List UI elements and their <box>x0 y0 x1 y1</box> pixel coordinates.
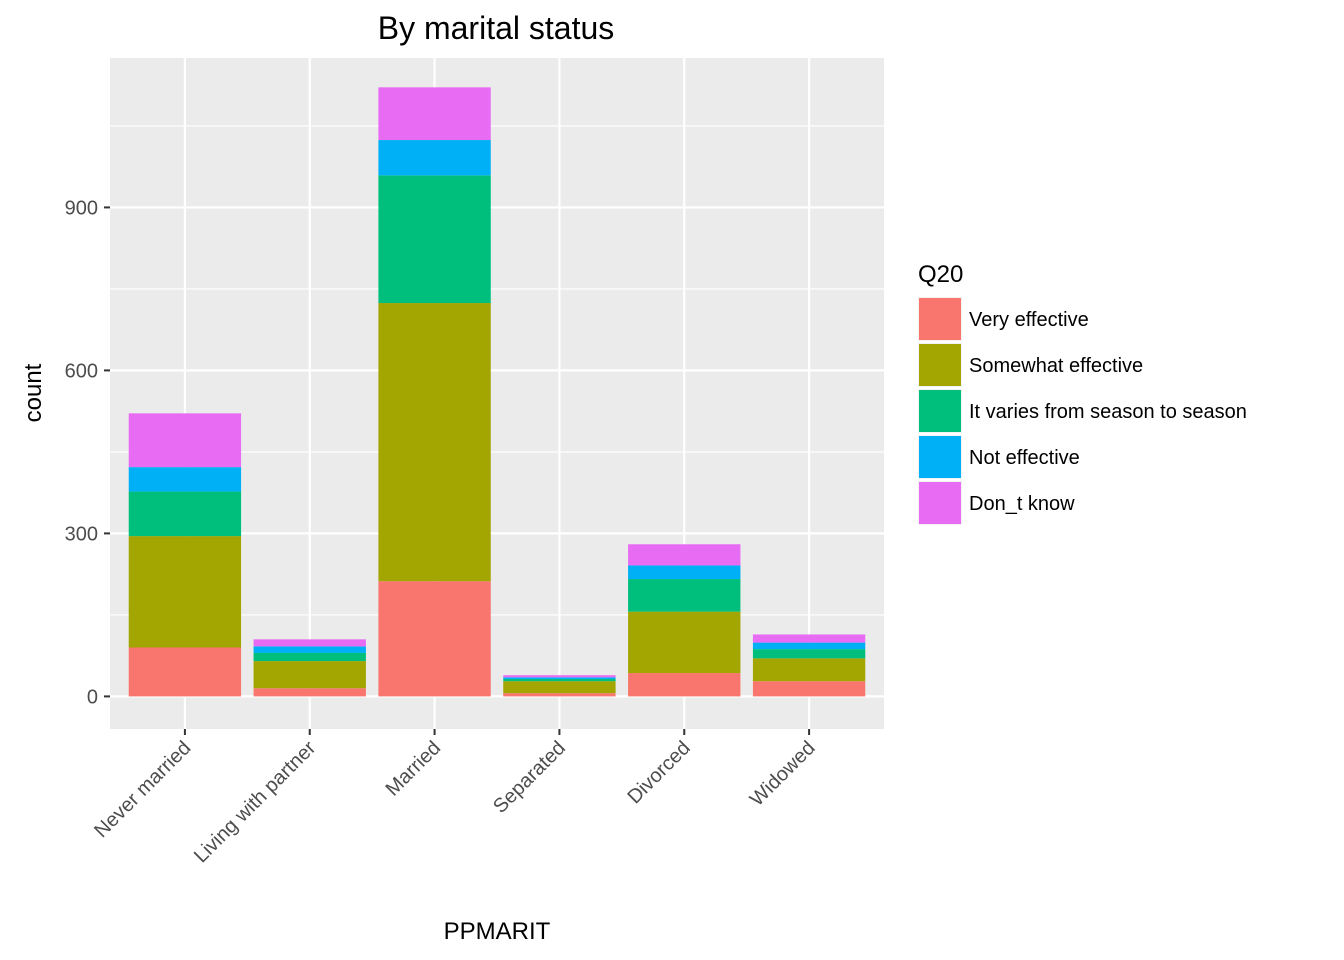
y-tick-label: 900 <box>65 197 98 219</box>
legend-swatch <box>919 344 961 386</box>
legend-swatch <box>919 436 961 478</box>
legend-label: Somewhat effective <box>969 355 1143 377</box>
bar-segment <box>128 413 242 468</box>
bar-segment <box>752 658 866 682</box>
legend-swatch <box>919 390 961 432</box>
bar-segment <box>628 565 741 580</box>
bar-segment <box>378 303 491 582</box>
y-tick-label: 0 <box>87 686 98 708</box>
bar-segment <box>128 491 242 537</box>
bar-segment <box>752 681 866 697</box>
bar-segment <box>752 642 866 650</box>
bar-segment <box>128 467 242 492</box>
x-tick-label: Living with partner <box>190 737 321 868</box>
bar-segment <box>253 639 366 647</box>
bar-segment <box>253 688 366 697</box>
bar-segment <box>378 175 491 304</box>
bar-segment <box>628 544 741 566</box>
x-axis-title: PPMARIT <box>444 918 551 945</box>
bar-segment <box>503 681 616 694</box>
bar-segment <box>378 87 491 141</box>
bar-segment <box>752 634 866 643</box>
bar-segment <box>253 652 366 662</box>
legend: Q20 Very effective Somewhat effective It v… <box>918 261 1247 525</box>
bar-segment <box>378 140 491 176</box>
bar-segment <box>503 679 616 682</box>
bar-segment <box>253 661 366 689</box>
y-axis-title: count <box>20 363 47 422</box>
x-tick-label: Divorced <box>623 737 694 808</box>
x-tick-label: Separated <box>489 737 570 818</box>
y-axis: 0 300 600 900 <box>65 197 110 708</box>
x-tick-label: Never married <box>90 737 195 842</box>
x-tick-label: Widowed <box>746 737 820 811</box>
bar-segment <box>503 677 616 680</box>
bar-segment <box>128 647 242 697</box>
legend-swatch <box>919 482 961 524</box>
bar-segment <box>378 581 491 697</box>
x-tick-label: Married <box>382 737 445 800</box>
bar-segment <box>628 673 741 697</box>
y-tick-label: 600 <box>65 360 98 382</box>
bar-segment <box>628 611 741 674</box>
y-tick-label: 300 <box>65 523 98 545</box>
legend-label: Don_t know <box>969 493 1075 515</box>
chart-title: By marital status <box>378 10 615 46</box>
bar-segment <box>503 675 616 678</box>
legend-title: Q20 <box>918 261 963 288</box>
legend-items: Very effective Somewhat effective It varie… <box>918 297 1247 525</box>
bar-segment <box>628 579 741 612</box>
bar-segment <box>253 646 366 653</box>
bars <box>128 87 866 697</box>
legend-swatch <box>919 298 961 340</box>
bar-segment <box>503 693 616 697</box>
bar-segment <box>752 649 866 659</box>
legend-label: Very effective <box>969 309 1089 331</box>
bar-segment <box>128 536 242 648</box>
legend-label: It varies from season to season <box>969 401 1247 423</box>
legend-label: Not effective <box>969 447 1080 469</box>
